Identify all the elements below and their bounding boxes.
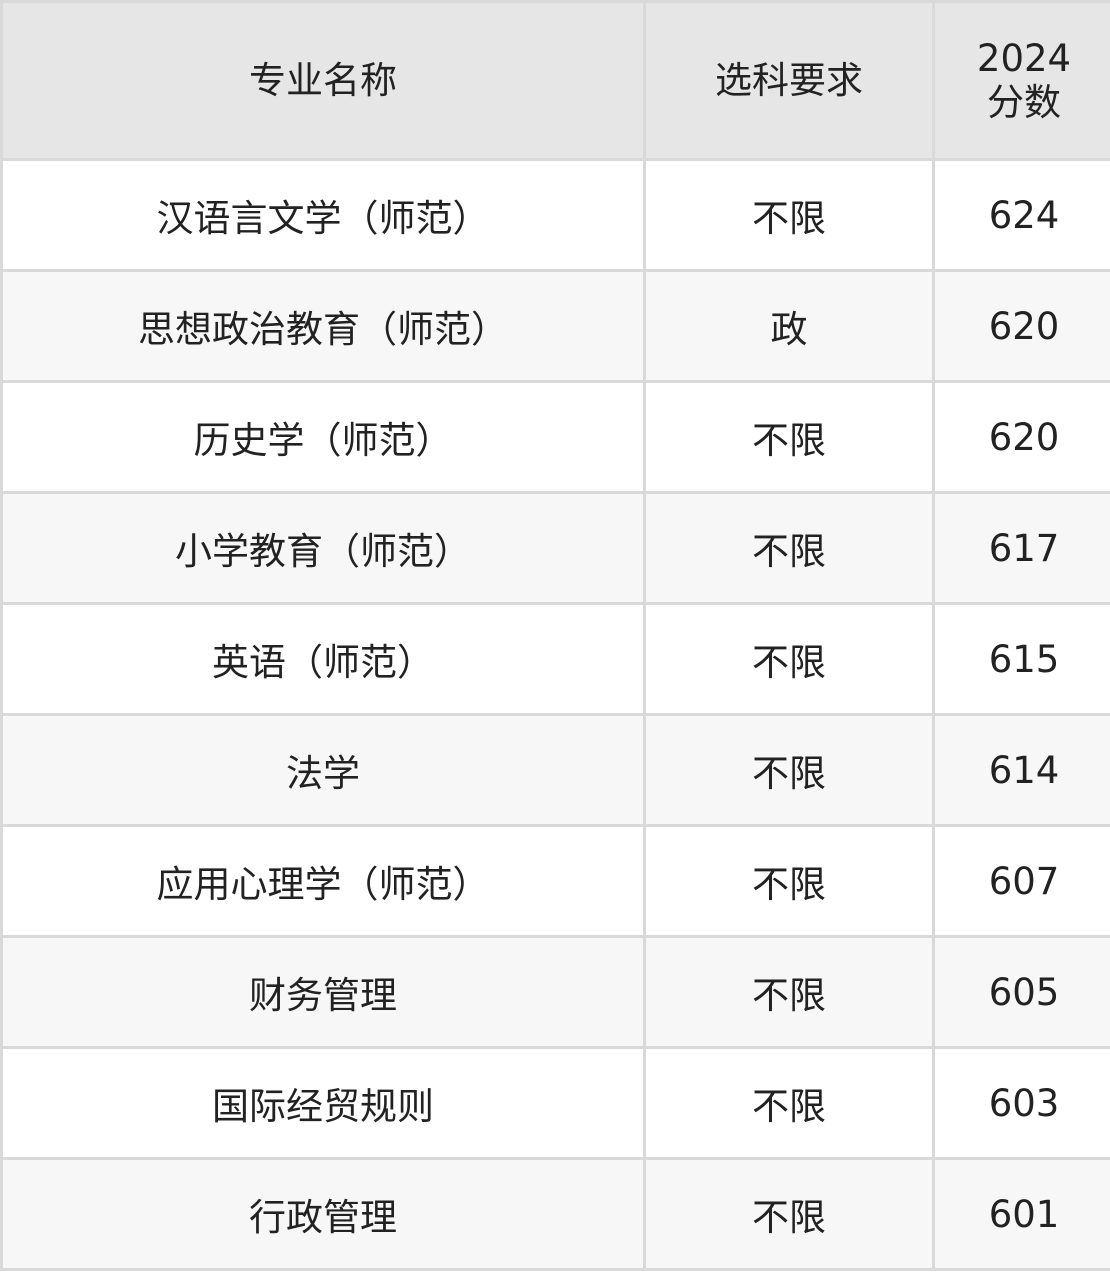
cell-score: 605 [932,935,1110,1049]
cell-score: 624 [932,158,1110,272]
header-subject: 选科要求 [643,0,935,161]
cell-score: 620 [932,269,1110,383]
cell-major: 小学教育（师范） [0,491,646,605]
cell-major: 英语（师范） [0,602,646,716]
table-row: 应用心理学（师范） 不限 607 [0,824,1110,938]
cell-subject: 不限 [643,1046,935,1160]
cell-score: 614 [932,713,1110,827]
cell-subject: 不限 [643,824,935,938]
table-row: 汉语言文学（师范） 不限 624 [0,158,1110,272]
table-row: 财务管理 不限 605 [0,935,1110,1049]
cell-score: 603 [932,1046,1110,1160]
cell-subject: 不限 [643,602,935,716]
cell-major: 汉语言文学（师范） [0,158,646,272]
header-score-year: 2024 [976,36,1072,80]
header-major: 专业名称 [0,0,646,161]
table-row: 英语（师范） 不限 615 [0,602,1110,716]
cell-score: 607 [932,824,1110,938]
table-row: 国际经贸规则 不限 603 [0,1046,1110,1160]
cell-score: 620 [932,380,1110,494]
cell-major: 国际经贸规则 [0,1046,646,1160]
cell-score: 615 [932,602,1110,716]
cell-score: 617 [932,491,1110,605]
cell-subject: 不限 [643,158,935,272]
cell-major: 历史学（师范） [0,380,646,494]
cell-subject: 不限 [643,380,935,494]
cell-subject: 不限 [643,1157,935,1271]
table-row: 小学教育（师范） 不限 617 [0,491,1110,605]
table-row: 行政管理 不限 601 [0,1157,1110,1271]
cell-major: 思想政治教育（师范） [0,269,646,383]
cell-subject: 不限 [643,713,935,827]
cell-major: 法学 [0,713,646,827]
table-row: 法学 不限 614 [0,713,1110,827]
cell-major: 应用心理学（师范） [0,824,646,938]
cell-subject: 不限 [643,491,935,605]
cell-major: 财务管理 [0,935,646,1049]
cell-subject: 政 [643,269,935,383]
cell-subject: 不限 [643,935,935,1049]
header-score-label: 分数 [987,80,1061,124]
header-score: 2024 分数 [932,0,1110,161]
header-row: 专业名称 选科要求 2024 分数 [0,0,1110,161]
table-row: 思想政治教育（师范）政 620 [0,269,1110,383]
cell-major: 行政管理 [0,1157,646,1271]
table-row: 历史学（师范） 不限 620 [0,380,1110,494]
cell-score: 601 [932,1157,1110,1271]
